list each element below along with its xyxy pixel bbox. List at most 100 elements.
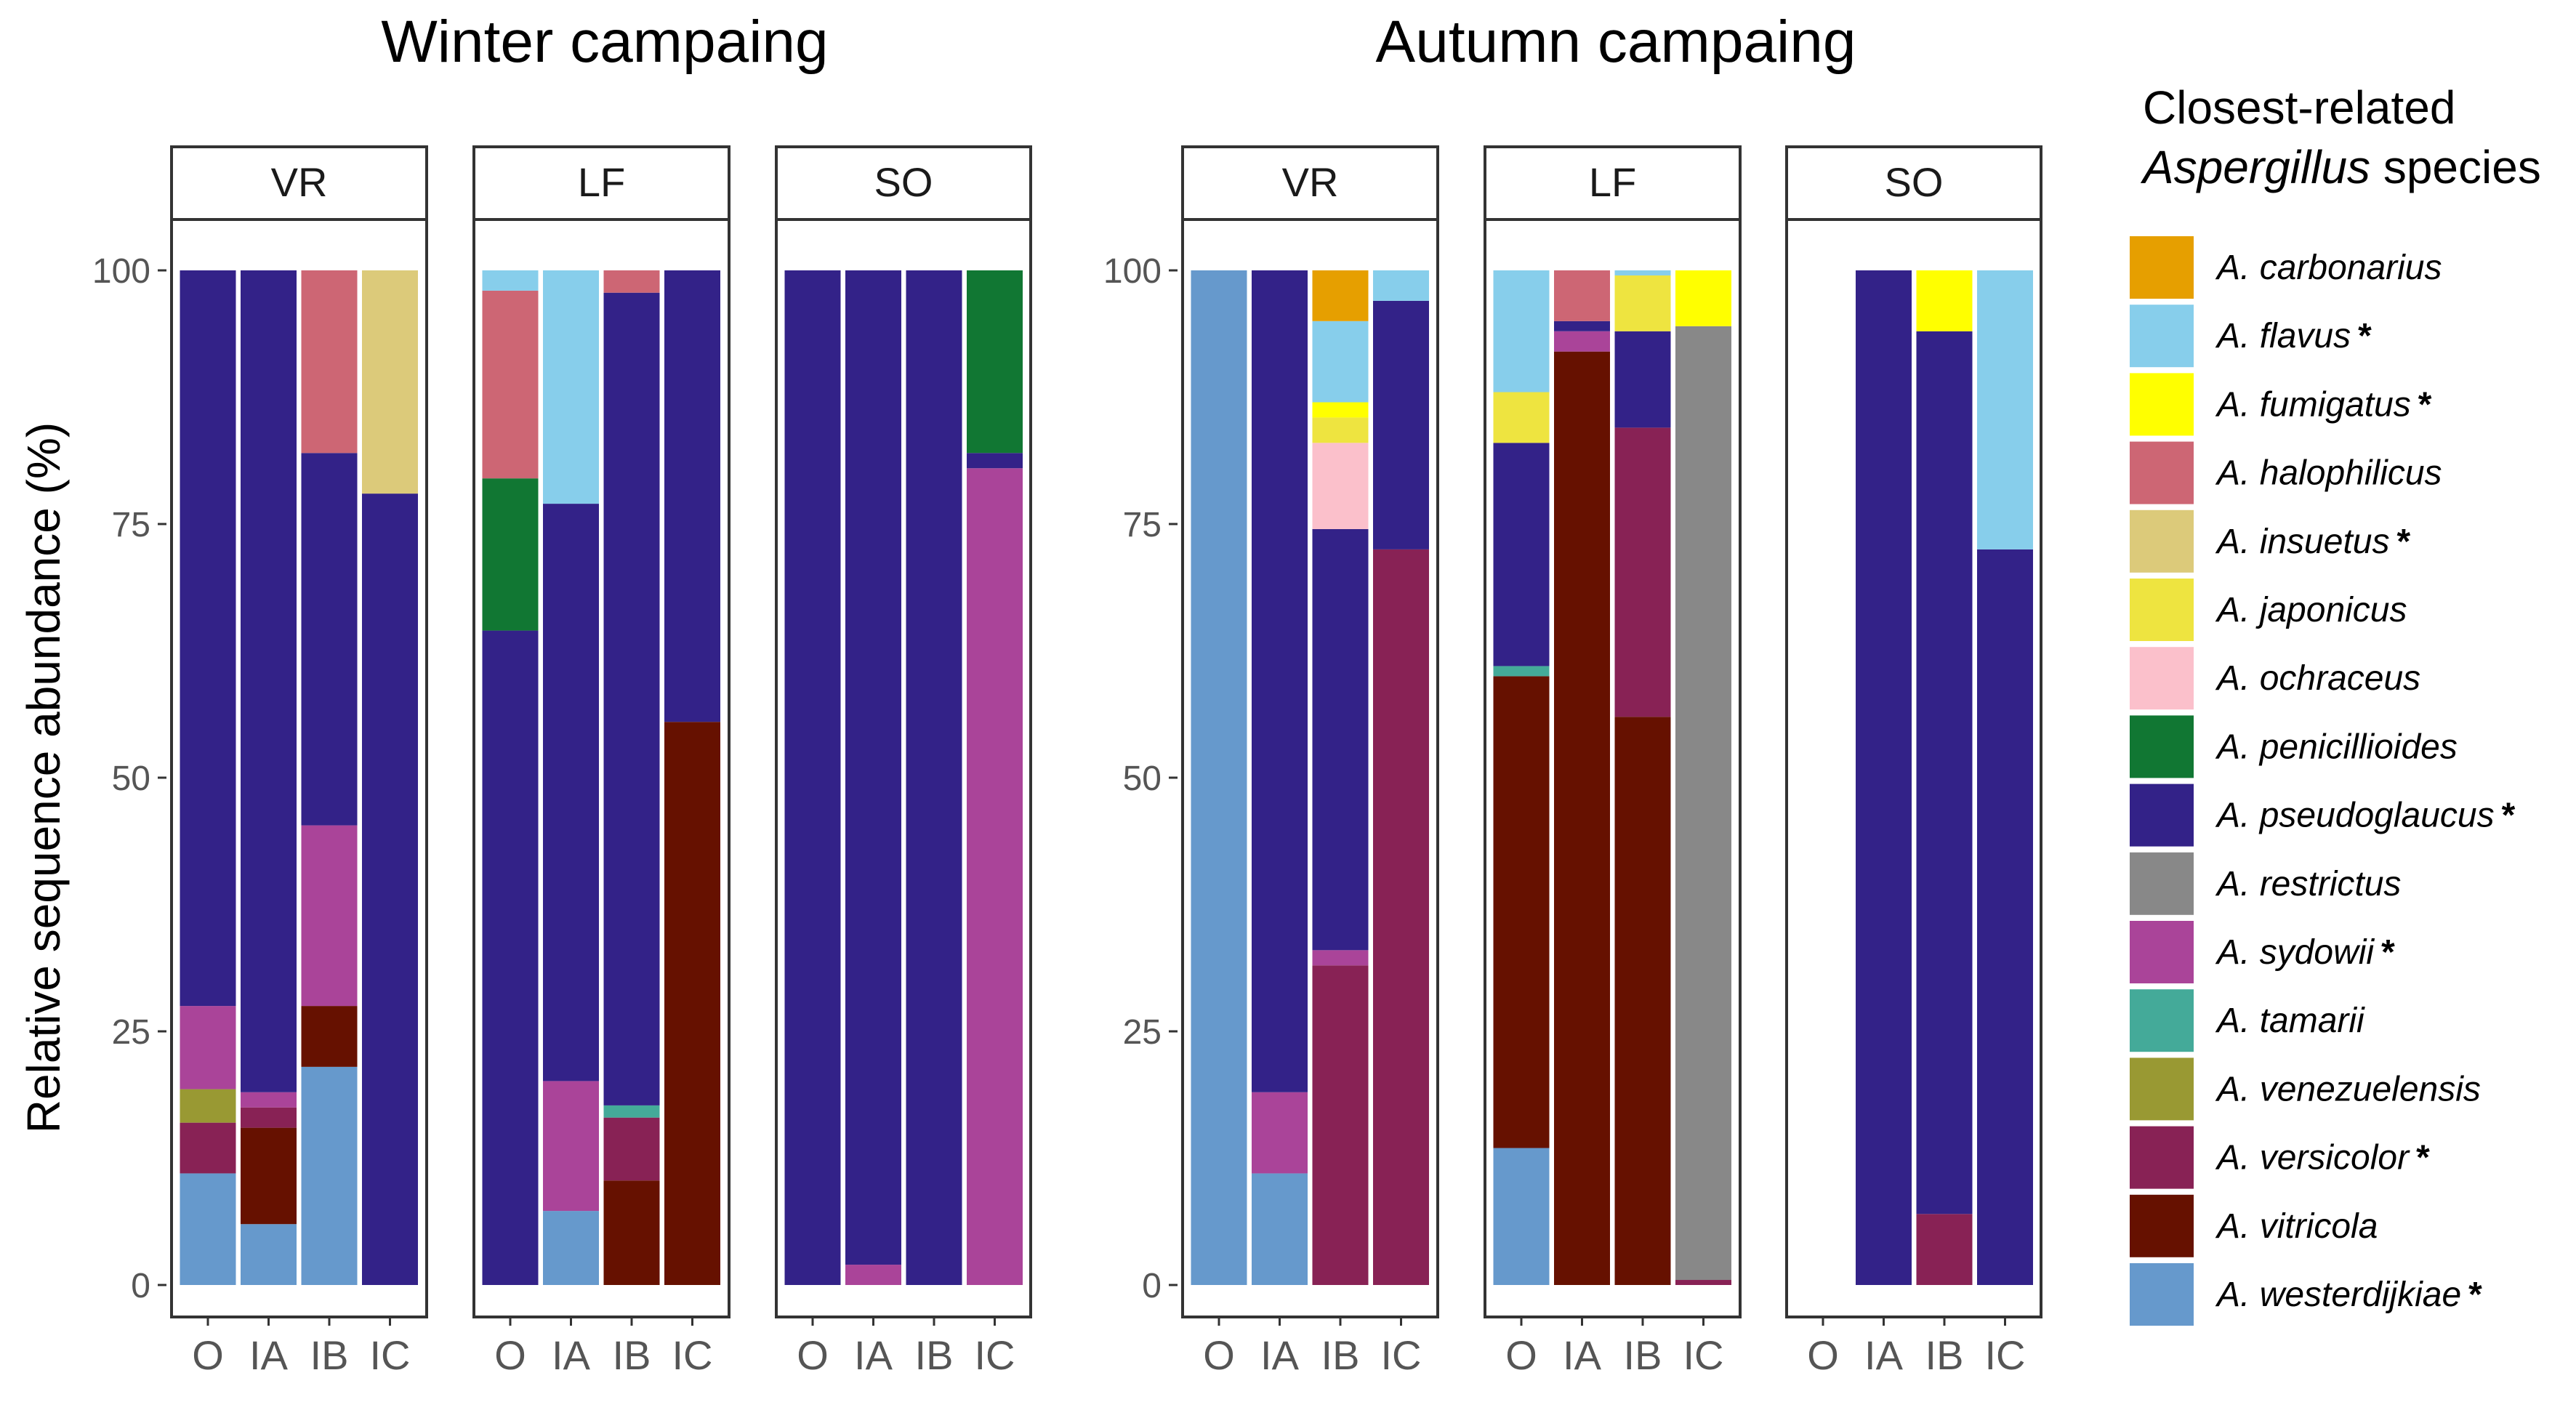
y-tick-label: 50 [112,760,150,798]
legend-key-japonicus [2130,579,2194,641]
legend-label: A. versicolor * [2215,1139,2430,1177]
legend-label-text: A. carbonarius [2215,249,2442,287]
bar-segment-flavus [1614,270,1671,275]
legend-label-text: A. flavus [2215,317,2351,355]
bar-segment-pseudoglaucus [906,270,962,1285]
bar-segment-halophilicus [1554,270,1610,321]
y-tick-label: 0 [1142,1267,1162,1305]
panel-border [1181,218,1439,1318]
bar-segment-westerdijkiae [1493,1148,1550,1285]
x-tick-label: IB [1624,1332,1662,1378]
legend-entry-penicillioides: A. penicillioides [2130,715,2458,778]
bar-segment-japonicus [1614,275,1671,331]
bar-segment-pseudoglaucus [180,270,236,1007]
bar-segment-pseudoglaucus [1373,300,1429,549]
y-axes: 0 25 50 75 100 0 25 50 75 100 [92,252,1178,1305]
legend-entry-westerdijkiae: A. westerdijkiae * [2130,1263,2482,1326]
legend-entry-flavus: A. flavus * [2130,305,2372,368]
y-tick-label: 0 [131,1267,150,1305]
legend-key-tamarii [2130,989,2194,1052]
bar-segment-insuetus [362,270,418,494]
legend-label-text: A. tamarii [2215,1002,2365,1040]
bar-segment-sydowii [845,1265,901,1285]
legend-entry-ochraceus: A. ochraceus [2130,647,2420,710]
legend-label: A. flavus * [2215,317,2372,355]
x-tick-label: IA [1563,1332,1602,1378]
legend-entry-versicolor: A. versicolor * [2130,1126,2430,1189]
bar-segment-versicolor [603,1117,660,1181]
x-tick-label: IB [613,1332,651,1378]
bar-segment-pseudoglaucus [301,453,358,826]
bar-segment-pseudoglaucus [845,270,901,1265]
bar-segment-penicillioides [967,270,1023,454]
bar-segment-tamarii [1493,666,1550,677]
bar-segment-sydowii [1554,331,1610,352]
legend-label-text: A. penicillioides [2215,728,2458,766]
x-tick-label: IC [975,1332,1015,1378]
bar-segment-pseudoglaucus [1252,270,1308,1092]
x-tick-label: IC [1985,1332,2026,1378]
legend-label: A. tamarii [2215,1002,2365,1040]
bar-segment-westerdijkiae [1191,270,1247,1285]
facet-strip [472,145,730,221]
legend-entry-tamarii: A. tamarii [2130,989,2365,1052]
legend-label: A. japonicus [2215,591,2407,629]
bar-segment-westerdijkiae [543,1211,599,1285]
legend-entry-fumigatus: A. fumigatus * [2130,373,2432,436]
bar-segment-fumigatus [1312,402,1369,418]
x-tick-label: IB [1321,1332,1360,1378]
facet-strip-label: LF [578,159,625,205]
legend-label-text: A. japonicus [2215,591,2407,629]
bar-segment-versicolor [1675,1280,1731,1285]
y-tick-label: 75 [112,506,150,544]
legend-key-venezuelensis [2130,1058,2194,1121]
facet-strip-label: SO [874,159,933,205]
x-tick-label: O [1203,1332,1235,1378]
bar-segment-sydowii [1252,1092,1308,1174]
bar-segment-pseudoglaucus [362,494,418,1285]
bar-segment-halophilicus [603,270,660,293]
facet-strip [1181,145,1439,221]
bar-segment-vitricola [1493,676,1550,1148]
bar-segment-carbonarius [1312,270,1369,321]
x-tick-label: O [1505,1332,1537,1378]
bar-segment-pseudoglaucus [1977,549,2033,1285]
bar-segment-fumigatus [1675,270,1731,326]
facet-panel-lf: LF O IA IB IC [1484,145,1742,1378]
facet-panel-lf: LF O IA IB IC [472,145,730,1378]
bar-segment-versicolor [1614,427,1671,717]
facet-panel-so: SO O IA IB IC [1785,145,2042,1378]
x-tick-label: IB [915,1332,954,1378]
bar-segment-pseudoglaucus [967,453,1023,469]
bar-segment-fumigatus [1916,270,1973,331]
bar-segment-ochraceus [1312,443,1369,529]
bar-segment-vitricola [603,1180,660,1285]
legend-label: A. pseudoglaucus * [2215,797,2516,835]
bar-segment-halophilicus [482,290,539,479]
bar-segment-vitricola [664,722,720,1285]
legend-label-text: A. versicolor [2215,1139,2410,1177]
legend-title-genus: Aspergillus [2140,141,2370,193]
y-tick-label: 100 [92,252,150,291]
bar-segment-pseudoglaucus [603,292,660,1105]
y-axis-label: Relative sequence abundance (%) [17,422,70,1133]
legend-key-westerdijkiae [2130,1263,2194,1326]
legend-label-text: A. ochraceus [2215,659,2420,698]
legend: Closest-related Aspergillus species A. car… [2130,81,2541,1326]
x-tick-label: IC [1381,1332,1422,1378]
bar-segment-sydowii [241,1092,297,1108]
bar-segment-flavus [1977,270,2033,549]
x-tick-label: IB [1925,1332,1964,1378]
legend-entry-japonicus: A. japonicus [2130,579,2407,641]
bar-segment-pseudoglaucus [1916,331,1973,1214]
panel-border [170,218,428,1318]
bar-segment-flavus [1493,270,1550,392]
legend-key-halophilicus [2130,441,2194,504]
legend-key-penicillioides [2130,715,2194,778]
legend-label: A. carbonarius [2215,249,2442,287]
bar-segment-sydowii [301,825,358,1007]
bar-segment-pseudoglaucus [784,270,841,1285]
bar-segment-penicillioides [482,478,539,631]
legend-key-restrictus [2130,852,2194,915]
y-axis: 0 25 50 75 100 [1103,252,1178,1305]
